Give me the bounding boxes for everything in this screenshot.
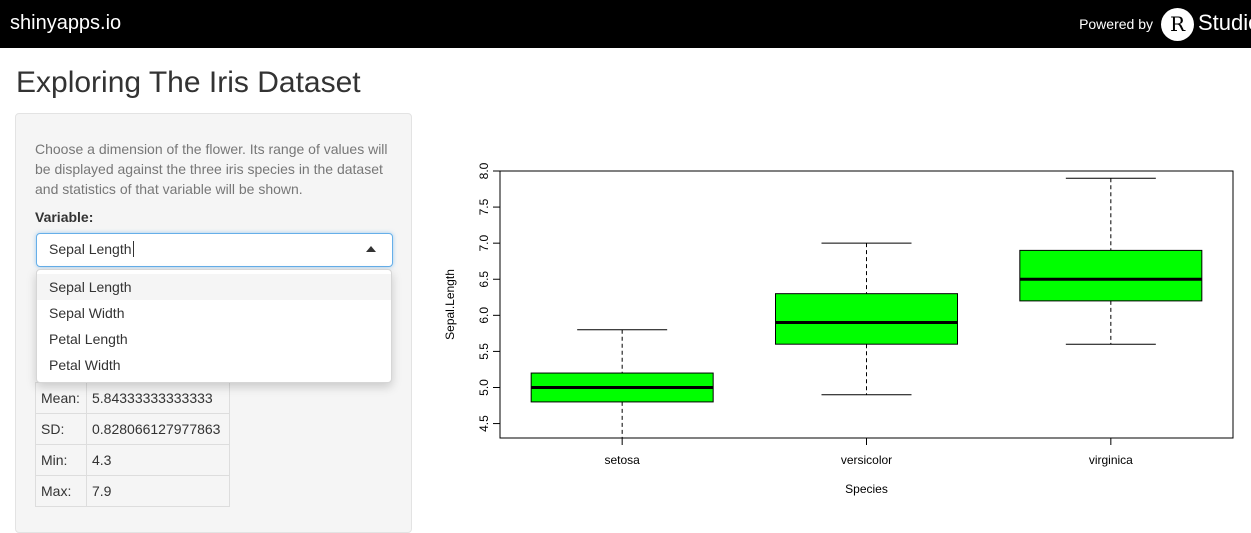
dropdown-option[interactable]: Sepal Length: [37, 274, 391, 300]
dropdown-option[interactable]: Petal Length: [49, 331, 128, 347]
text-cursor: [132, 241, 134, 257]
dropdown-option[interactable]: Sepal Width: [49, 305, 125, 321]
caret-up-icon[interactable]: [366, 246, 376, 252]
stat-value: 7.9: [86, 475, 230, 507]
variable-select[interactable]: Sepal Length: [36, 233, 393, 267]
stat-value: 4.3: [86, 444, 230, 476]
y-tick-label: 5.0: [477, 379, 491, 396]
variable-dropdown-menu: Sepal Length Sepal Width Petal Length Petal…: [36, 269, 392, 383]
sidebar-panel: Choose a dimension of the flower. Its ra…: [15, 113, 412, 533]
stats-table: Mean: 5.84333333333333 SD: 0.82806612797786…: [35, 382, 230, 507]
boxplot-chart: 4.5 5.0 5.5 6.0 6.5 7.0 7.5 8.0 setosa versicolor…: [440, 150, 1240, 510]
variable-label: Variable:: [35, 209, 94, 225]
x-tick-label: versicolor: [841, 453, 892, 467]
brand-link[interactable]: shinyapps.io: [10, 12, 122, 34]
y-tick-label: 4.5: [477, 415, 491, 432]
y-axis-title: Sepal.Length: [443, 269, 457, 340]
dropdown-option[interactable]: Petal Width: [49, 357, 121, 373]
stat-label: Min:: [35, 444, 87, 476]
y-tick-label: 6.0: [477, 307, 491, 324]
rstudio-logo-text[interactable]: Studio: [1198, 10, 1251, 35]
x-tick-label: virginica: [1089, 453, 1133, 467]
rstudio-logo-icon[interactable]: R: [1161, 8, 1194, 41]
stats-row: Min: 4.3: [35, 444, 230, 476]
stat-value: 5.84333333333333: [86, 382, 230, 414]
help-description: Choose a dimension of the flower. Its ra…: [35, 141, 388, 197]
box-iqr: [1019, 249, 1203, 302]
stat-label: Mean:: [35, 382, 87, 414]
x-tick-label: setosa: [604, 453, 640, 467]
navbar: shinyapps.io Powered by R Studio: [0, 0, 1251, 48]
boxplot-svg: 4.5 5.0 5.5 6.0 6.5 7.0 7.5 8.0 setosa versicolor…: [443, 162, 1234, 496]
y-tick-label: 7.0: [477, 234, 491, 251]
y-tick-label: 6.5: [477, 271, 491, 288]
stats-row: Max: 7.9: [35, 475, 230, 507]
x-axis-title: Species: [845, 482, 888, 496]
box-iqr: [775, 293, 958, 345]
stats-row: Mean: 5.84333333333333: [35, 382, 230, 414]
y-tick-label: 7.5: [477, 198, 491, 215]
stat-label: SD:: [35, 413, 87, 445]
powered-by-text: Powered by: [1079, 16, 1153, 32]
y-tick-label: 5.5: [477, 343, 491, 360]
variable-select-value[interactable]: Sepal Length: [49, 241, 134, 257]
stat-label: Max:: [35, 475, 87, 507]
page-title: Exploring The Iris Dataset: [16, 66, 361, 99]
stat-value: 0.828066127977863: [86, 413, 230, 445]
y-tick-label: 8.0: [477, 162, 491, 179]
stats-row: SD: 0.828066127977863: [35, 413, 230, 445]
